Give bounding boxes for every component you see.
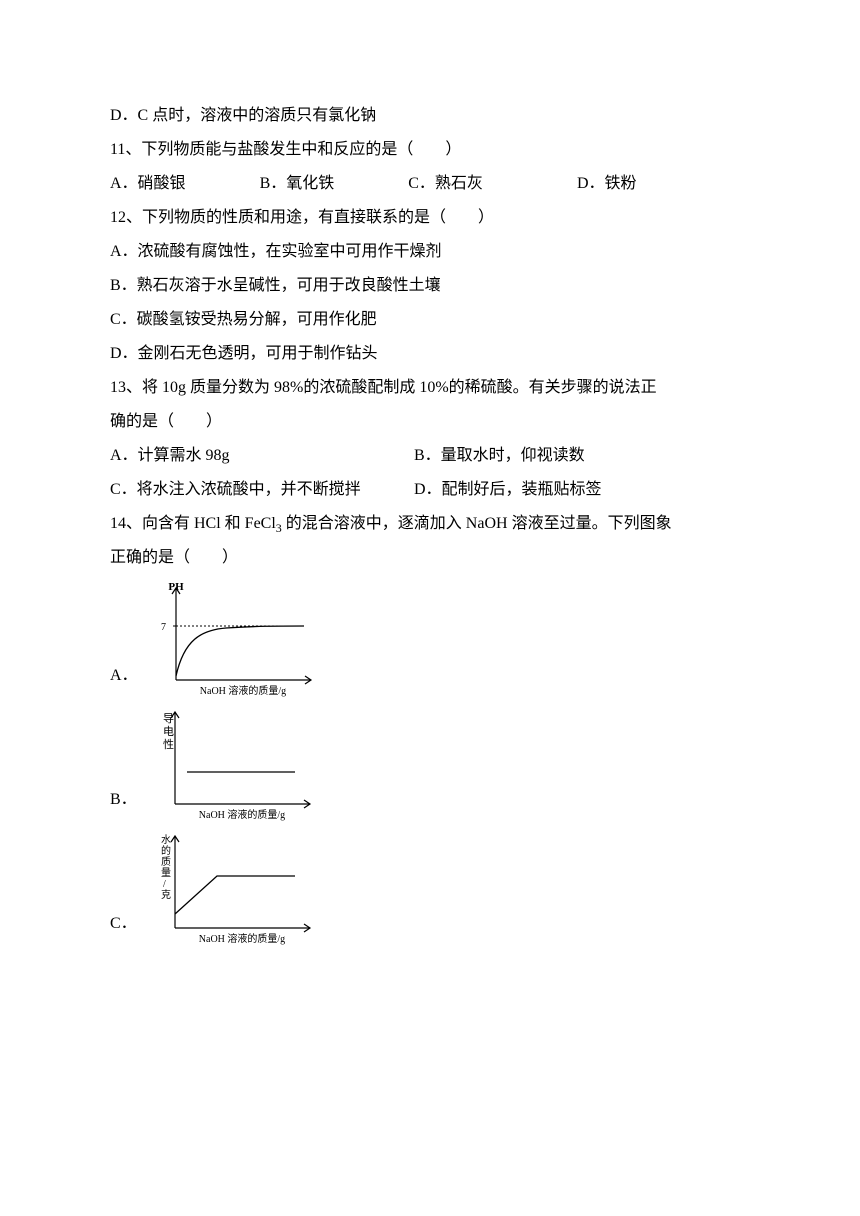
chart-a-ytick: 7	[161, 622, 166, 633]
chart-c-ylabel-3: 质	[161, 856, 171, 868]
chart-b-ylabel-1: 导	[163, 712, 174, 725]
q14-text-2: 的混合溶液中，逐滴加入 NaOH 溶液至过量。下列图象	[282, 515, 672, 532]
q12-opt-c: C．碳酸氢铵受热易分解，可用作化肥	[110, 304, 750, 336]
q11-opt-a: A．硝酸银	[110, 168, 186, 200]
chart-b-ylabel-3: 性	[163, 737, 174, 751]
chart-c-line	[175, 876, 295, 914]
q13-row2: C．将水注入浓硫酸中，并不断搅拌 D．配制好后，装瓶贴标签	[110, 474, 750, 506]
question-13-line2: 确的是（ ）	[110, 406, 750, 438]
chart-c: 水 的 质 量 / 克 NaOH 溶液的质量/g	[145, 828, 320, 946]
prev-option-d: D．C 点时，溶液中的溶质只有氯化钠	[110, 100, 750, 132]
q13-opt-d: D．配制好后，装瓶贴标签	[414, 474, 602, 506]
chart-b-xlabel: NaOH 溶液的质量/g	[198, 808, 284, 821]
chart-a: 7 PH NaOH 溶液的质量/g	[146, 580, 321, 698]
chart-a-ylabel: PH	[168, 581, 184, 593]
q11-options: A．硝酸银 B．氧化铁 C．熟石灰 D．铁粉	[110, 168, 750, 200]
q14-opt-b-label: B．	[110, 784, 137, 816]
chart-a-curve	[176, 626, 304, 676]
q13-row1: A．计算需水 98g B．量取水时，仰视读数	[110, 440, 750, 472]
q12-opt-d: D．金刚石无色透明，可用于制作钻头	[110, 338, 750, 370]
chart-c-ylabel-6: 克	[161, 889, 171, 901]
q13-opt-a: A．计算需水 98g	[110, 440, 410, 472]
chart-a-xlabel: NaOH 溶液的质量/g	[199, 684, 285, 697]
q12-opt-a: A．浓硫酸有腐蚀性，在实验室中可用作干燥剂	[110, 236, 750, 268]
q14-opt-a-row: A． 7 PH NaOH 溶液的质量/g	[110, 580, 750, 698]
q12-opt-b: B．熟石灰溶于水呈碱性，可用于改良酸性土壤	[110, 270, 750, 302]
chart-c-ylabel-1: 水	[161, 834, 171, 846]
q14-opt-c-row: C． 水 的 质 量 / 克 NaOH 溶液的质量/g	[110, 828, 750, 946]
question-12: 12、下列物质的性质和用途，有直接联系的是（ ）	[110, 202, 750, 234]
chart-c-xlabel: NaOH 溶液的质量/g	[198, 932, 284, 945]
q13-opt-b: B．量取水时，仰视读数	[414, 440, 585, 472]
chart-c-ylabel-2: 的	[161, 844, 171, 857]
q14-opt-b-row: B． 导 电 性 NaOH 溶液的质量/g	[110, 704, 750, 822]
q14-opt-a-label: A．	[110, 660, 138, 692]
question-11: 11、下列物质能与盐酸发生中和反应的是（ ）	[110, 134, 750, 166]
q14-text-1: 14、向含有 HCl 和 FeCl	[110, 515, 276, 532]
chart-c-ylabel-4: 量	[161, 867, 171, 879]
question-14-line1: 14、向含有 HCl 和 FeCl3 的混合溶液中，逐滴加入 NaOH 溶液至过…	[110, 508, 750, 540]
q11-opt-d: D．铁粉	[577, 168, 637, 200]
chart-b: 导 电 性 NaOH 溶液的质量/g	[145, 704, 320, 822]
chart-c-ylabel-5: /	[163, 879, 166, 890]
q14-opt-c-label: C．	[110, 908, 137, 940]
question-13-line1: 13、将 10g 质量分数为 98%的浓硫酸配制成 10%的稀硫酸。有关步骤的说…	[110, 372, 750, 404]
question-14-line2: 正确的是（ ）	[110, 542, 750, 574]
q11-opt-b: B．氧化铁	[260, 168, 335, 200]
q11-opt-c: C．熟石灰	[408, 168, 483, 200]
chart-b-ylabel-2: 电	[163, 725, 174, 738]
q13-opt-c: C．将水注入浓硫酸中，并不断搅拌	[110, 474, 410, 506]
